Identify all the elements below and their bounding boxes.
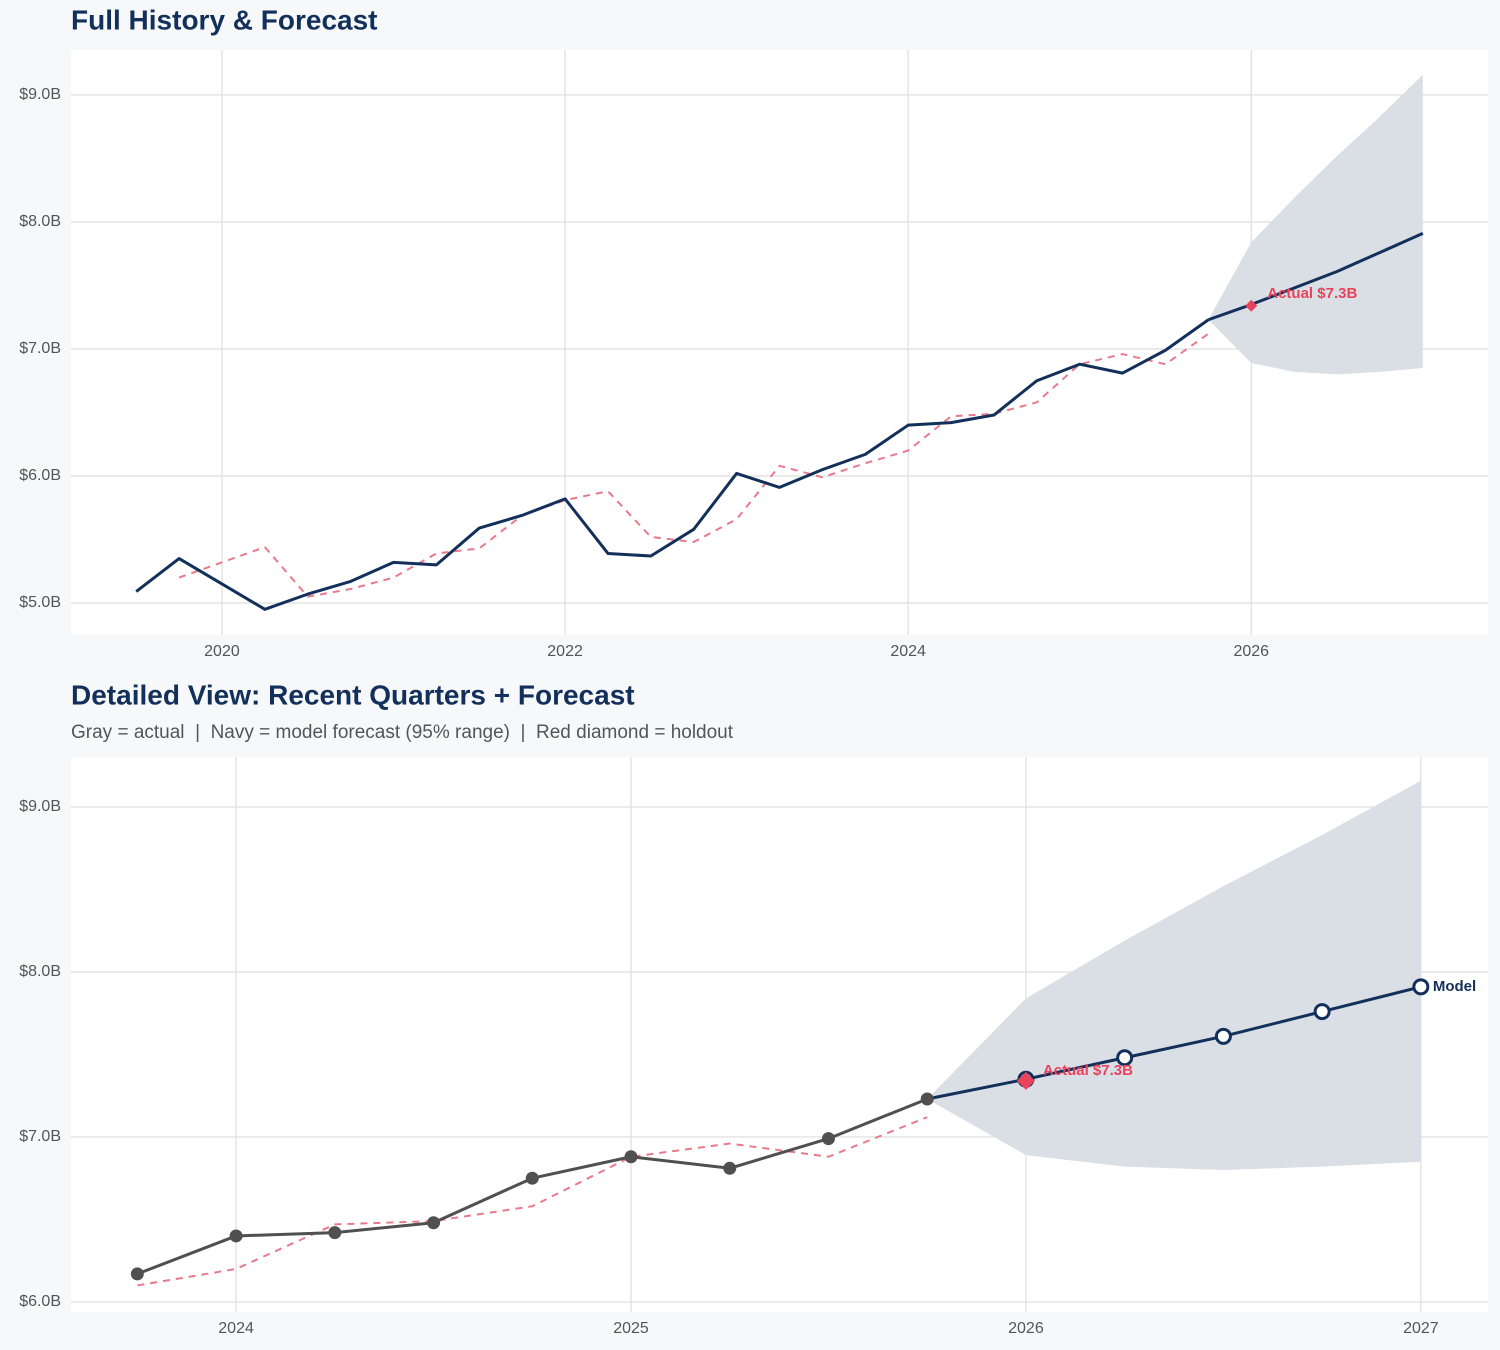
x-tick-label: 2024 [218,1320,254,1337]
holdout-label: Actual $7.3B [1267,285,1357,302]
x-tick-label: 2027 [1403,1320,1439,1337]
y-tick-label: $7.0B [19,1128,61,1145]
x-tick-label: 2025 [613,1320,649,1337]
y-tick-label: $8.0B [19,963,61,980]
x-tick-label: 2024 [890,643,926,660]
data-point [1116,1049,1134,1067]
data-point [1313,1003,1331,1021]
data-point [1214,1027,1232,1045]
data-point [525,1171,539,1185]
x-tick-label: 2026 [1008,1320,1044,1337]
data-point [229,1229,243,1243]
chart-title: Detailed View: Recent Quarters + Forecas… [71,679,635,710]
y-tick-label: $7.0B [19,340,61,357]
y-tick-label: $8.0B [19,213,61,230]
data-point [1412,978,1430,996]
data-point [328,1226,342,1240]
data-point [723,1161,737,1175]
holdout-marker [1245,299,1258,312]
series-end-label: Model [1433,978,1476,995]
chart-title: Full History & Forecast [71,4,378,35]
x-tick-label: 2020 [204,643,240,660]
y-tick-label: $9.0B [19,798,61,815]
holdout-label: Actual $7.3B [1043,1062,1133,1079]
y-tick-label: $6.0B [19,1293,61,1310]
data-point [624,1150,638,1164]
y-tick-label: $5.0B [19,594,61,611]
data-point [821,1132,835,1146]
series-line [1207,232,1424,322]
x-tick-label: 2022 [547,643,583,660]
data-point [427,1216,441,1230]
x-tick-label: 2026 [1233,643,1269,660]
holdout-marker [1016,1071,1035,1090]
y-tick-label: $9.0B [19,86,61,103]
chart-subtitle: Gray = actual | Navy = model forecast (9… [71,722,734,743]
data-point [130,1267,144,1281]
data-point [920,1092,934,1106]
series-line [135,318,1210,611]
series-line [178,332,1209,598]
series-line [137,1116,928,1287]
y-tick-label: $6.0B [19,467,61,484]
series-line [926,985,1422,1101]
